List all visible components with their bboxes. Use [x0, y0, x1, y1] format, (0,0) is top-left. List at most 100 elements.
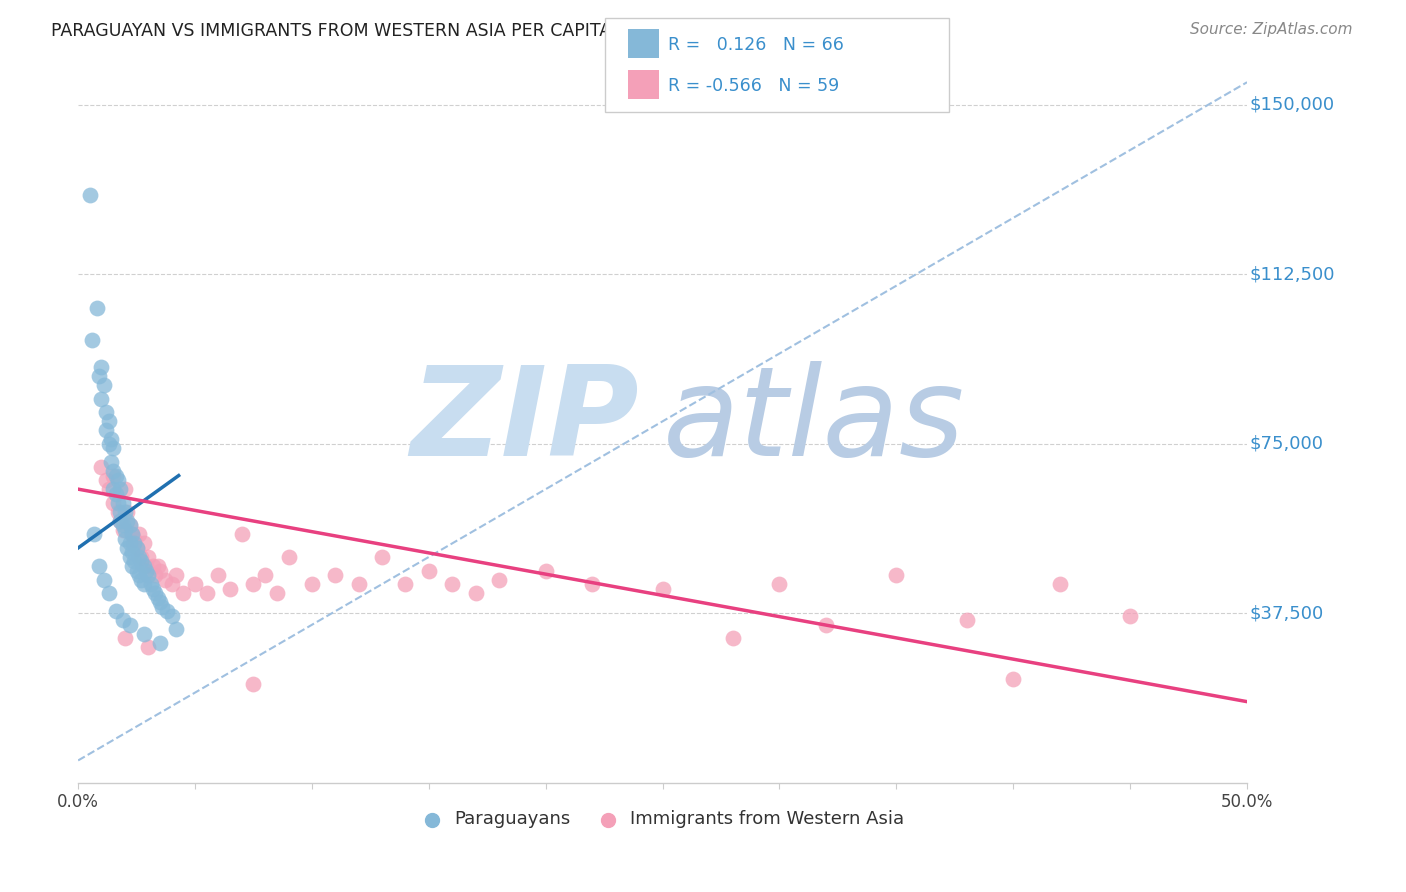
Point: [146, 559, 169, 574]
Text: $37,500: $37,500: [1250, 605, 1323, 623]
Point: [103, 442, 125, 456]
Point: [132, 627, 155, 641]
Point: [488, 573, 510, 587]
Point: [301, 577, 323, 591]
Point: [82, 333, 104, 347]
Point: [1049, 577, 1071, 591]
Point: [534, 564, 557, 578]
Point: [394, 577, 416, 591]
Point: [125, 564, 148, 578]
Point: [115, 514, 138, 528]
Point: [955, 613, 977, 627]
Point: [114, 482, 136, 496]
Point: [143, 586, 166, 600]
Text: PARAGUAYAN VS IMMIGRANTS FROM WESTERN ASIA PER CAPITA INCOME CORRELATION CHART: PARAGUAYAN VS IMMIGRANTS FROM WESTERN AS…: [51, 22, 880, 40]
Point: [114, 505, 136, 519]
Point: [111, 613, 134, 627]
Point: [118, 549, 141, 564]
Point: [149, 595, 172, 609]
Point: [129, 549, 152, 564]
Point: [128, 568, 150, 582]
Point: [266, 586, 288, 600]
Point: [93, 573, 115, 587]
Point: [139, 577, 162, 591]
Point: [242, 676, 264, 690]
Point: [1119, 608, 1142, 623]
Text: $75,000: $75,000: [1250, 435, 1323, 453]
Point: [323, 568, 346, 582]
Point: [122, 532, 145, 546]
Point: [135, 564, 157, 578]
Point: [371, 549, 394, 564]
Point: [136, 640, 159, 655]
Point: [122, 536, 145, 550]
Point: [121, 527, 143, 541]
Text: $150,000: $150,000: [1250, 95, 1334, 114]
Point: [108, 514, 131, 528]
Point: [90, 392, 112, 406]
Legend: Paraguayans, Immigrants from Western Asia: Paraguayans, Immigrants from Western Asi…: [415, 803, 911, 836]
Point: [1002, 672, 1025, 686]
Point: [118, 536, 141, 550]
Point: [114, 532, 136, 546]
Point: [114, 523, 136, 537]
Point: [108, 505, 131, 519]
Point: [97, 414, 120, 428]
Point: [122, 554, 145, 568]
Point: [165, 623, 187, 637]
Point: [97, 482, 120, 496]
Point: [83, 527, 105, 541]
Point: [107, 496, 129, 510]
Point: [815, 617, 838, 632]
Point: [143, 568, 166, 582]
Point: [121, 545, 143, 559]
Text: Source: ZipAtlas.com: Source: ZipAtlas.com: [1189, 22, 1353, 37]
Point: [153, 573, 176, 587]
Point: [132, 536, 155, 550]
Point: [111, 523, 134, 537]
Point: [129, 573, 152, 587]
Point: [441, 577, 464, 591]
Point: [149, 564, 172, 578]
Point: [108, 482, 131, 496]
Point: [114, 632, 136, 646]
Text: atlas: atlas: [662, 361, 965, 482]
Point: [121, 527, 143, 541]
Point: [146, 591, 169, 605]
Point: [129, 554, 152, 568]
Point: [118, 518, 141, 533]
Point: [97, 586, 120, 600]
Text: R = -0.566   N = 59: R = -0.566 N = 59: [668, 77, 839, 95]
Point: [103, 468, 125, 483]
Point: [142, 582, 165, 596]
Point: [347, 577, 370, 591]
Point: [103, 482, 125, 496]
Point: [184, 577, 207, 591]
Point: [132, 577, 155, 591]
Point: [219, 582, 242, 596]
Point: [231, 527, 253, 541]
Point: [100, 455, 122, 469]
Point: [111, 496, 134, 510]
Point: [107, 473, 129, 487]
Point: [142, 559, 165, 574]
Point: [464, 586, 486, 600]
Point: [125, 541, 148, 555]
Point: [207, 568, 229, 582]
Point: [160, 608, 183, 623]
Point: [135, 559, 157, 574]
Point: [111, 518, 134, 533]
Point: [118, 518, 141, 533]
Point: [93, 378, 115, 392]
Point: [581, 577, 603, 591]
Point: [115, 541, 138, 555]
Point: [100, 433, 122, 447]
Point: [107, 505, 129, 519]
Point: [89, 369, 111, 384]
Point: [89, 559, 111, 574]
Point: [172, 586, 194, 600]
Point: [104, 486, 127, 500]
Point: [418, 564, 440, 578]
Point: [104, 604, 127, 618]
Point: [79, 188, 101, 202]
